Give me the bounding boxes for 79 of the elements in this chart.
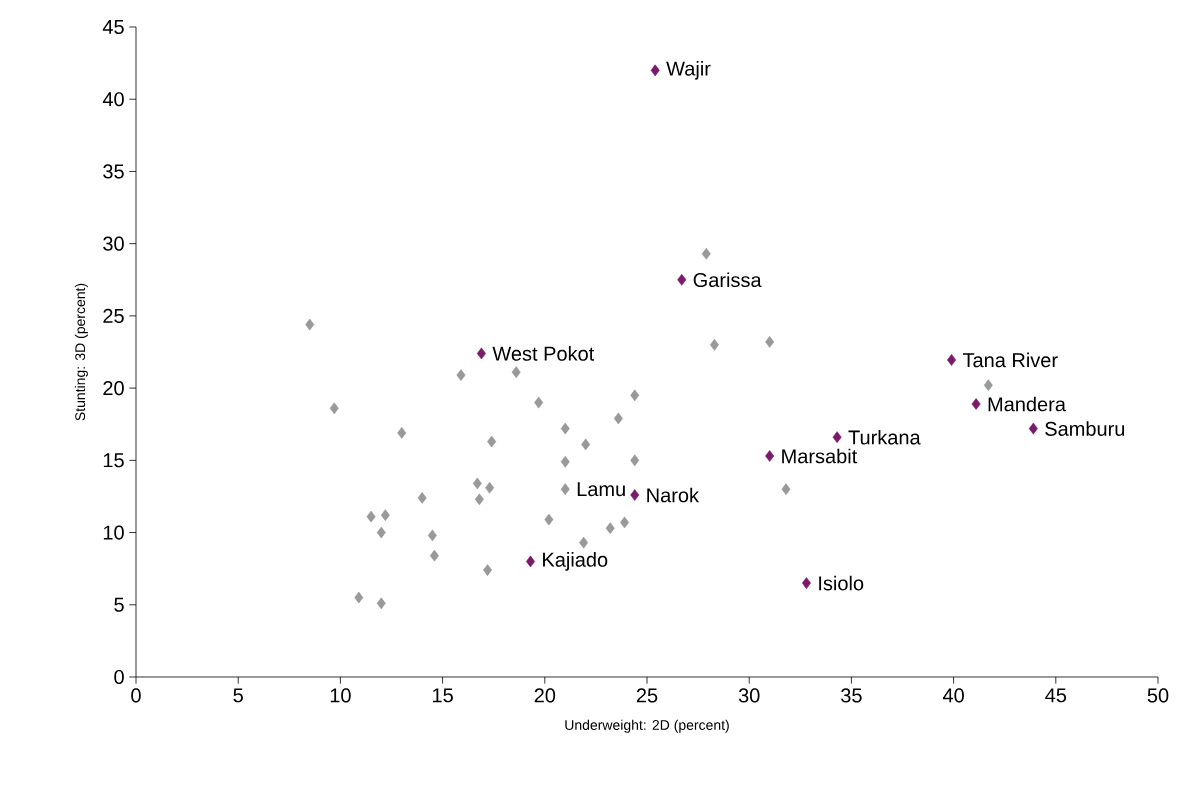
point [560,483,570,496]
point [417,492,427,504]
x-tick-label: 45 [1045,688,1067,703]
y-tick-label: 30 [103,236,124,251]
y-tick-label: 35 [103,164,124,179]
point [474,493,484,506]
point [630,389,640,402]
x-tick-label: 35 [841,688,862,703]
point [801,577,811,589]
y-axis-title: Stunting: 3D (percent) [74,283,88,421]
point [709,338,719,351]
point [560,422,570,435]
point [701,247,711,260]
x-tick-label: 0 [131,688,141,703]
point [544,513,554,526]
annotation: Wajir [666,61,711,80]
point [605,522,615,535]
y-tick-label: 20 [103,381,124,396]
y-tick-label: 25 [103,308,124,323]
point [456,369,466,381]
point [376,526,386,539]
y-tick-label: 15 [103,453,124,468]
point [427,529,437,542]
point [581,438,591,451]
point [305,318,315,331]
point [781,483,791,496]
annotation: Narok [647,487,700,503]
point [376,597,386,610]
x-tick-label: 5 [233,688,243,703]
point [483,564,493,576]
point [832,431,842,444]
point [329,402,339,415]
point [1028,422,1038,435]
point [429,549,439,562]
point [476,347,486,360]
annotation: Garissa [693,272,762,288]
x-tick-label: 25 [636,688,658,703]
point [630,489,640,501]
point [765,336,775,348]
x-tick-label: 40 [942,688,964,703]
point [485,481,495,494]
annotation: Samburu [1045,421,1125,436]
y-tick-label: 5 [114,597,124,612]
x-tick-label: 20 [534,688,556,703]
point [472,477,482,490]
point [630,454,640,467]
x-tick-label: 50 [1147,688,1169,703]
x-axis-title: Underweight: 2D (percent) [565,719,729,733]
annotation: Tana River [962,352,1058,368]
point [677,273,687,286]
annotation: Marsabit [782,448,858,464]
point [397,427,407,439]
point [534,396,544,409]
point [560,455,570,468]
x-tick-label: 15 [433,688,453,703]
annotation: Lamu [577,482,625,497]
y-tick-label: 40 [102,92,124,107]
y-tick-label: 45 [102,20,124,34]
point [579,536,589,549]
point [511,366,521,379]
point [983,379,993,392]
annotation: Turkana [848,429,921,445]
point [613,412,623,425]
annotation: West Pokot [492,346,595,361]
annotation: Isiolo [819,575,864,591]
x-tick-label: 30 [738,688,760,703]
y-tick-label: 0 [114,669,124,685]
annotation: Kajiado [543,552,608,571]
point [380,509,390,522]
point [366,510,376,523]
y-tick-label: 10 [103,525,124,540]
point [650,64,660,77]
point [765,450,775,462]
point [971,398,981,410]
annotation: Mandera [988,396,1066,412]
x-tick-label: 10 [330,688,351,703]
point [947,354,957,366]
point [354,591,364,604]
point [487,435,497,448]
